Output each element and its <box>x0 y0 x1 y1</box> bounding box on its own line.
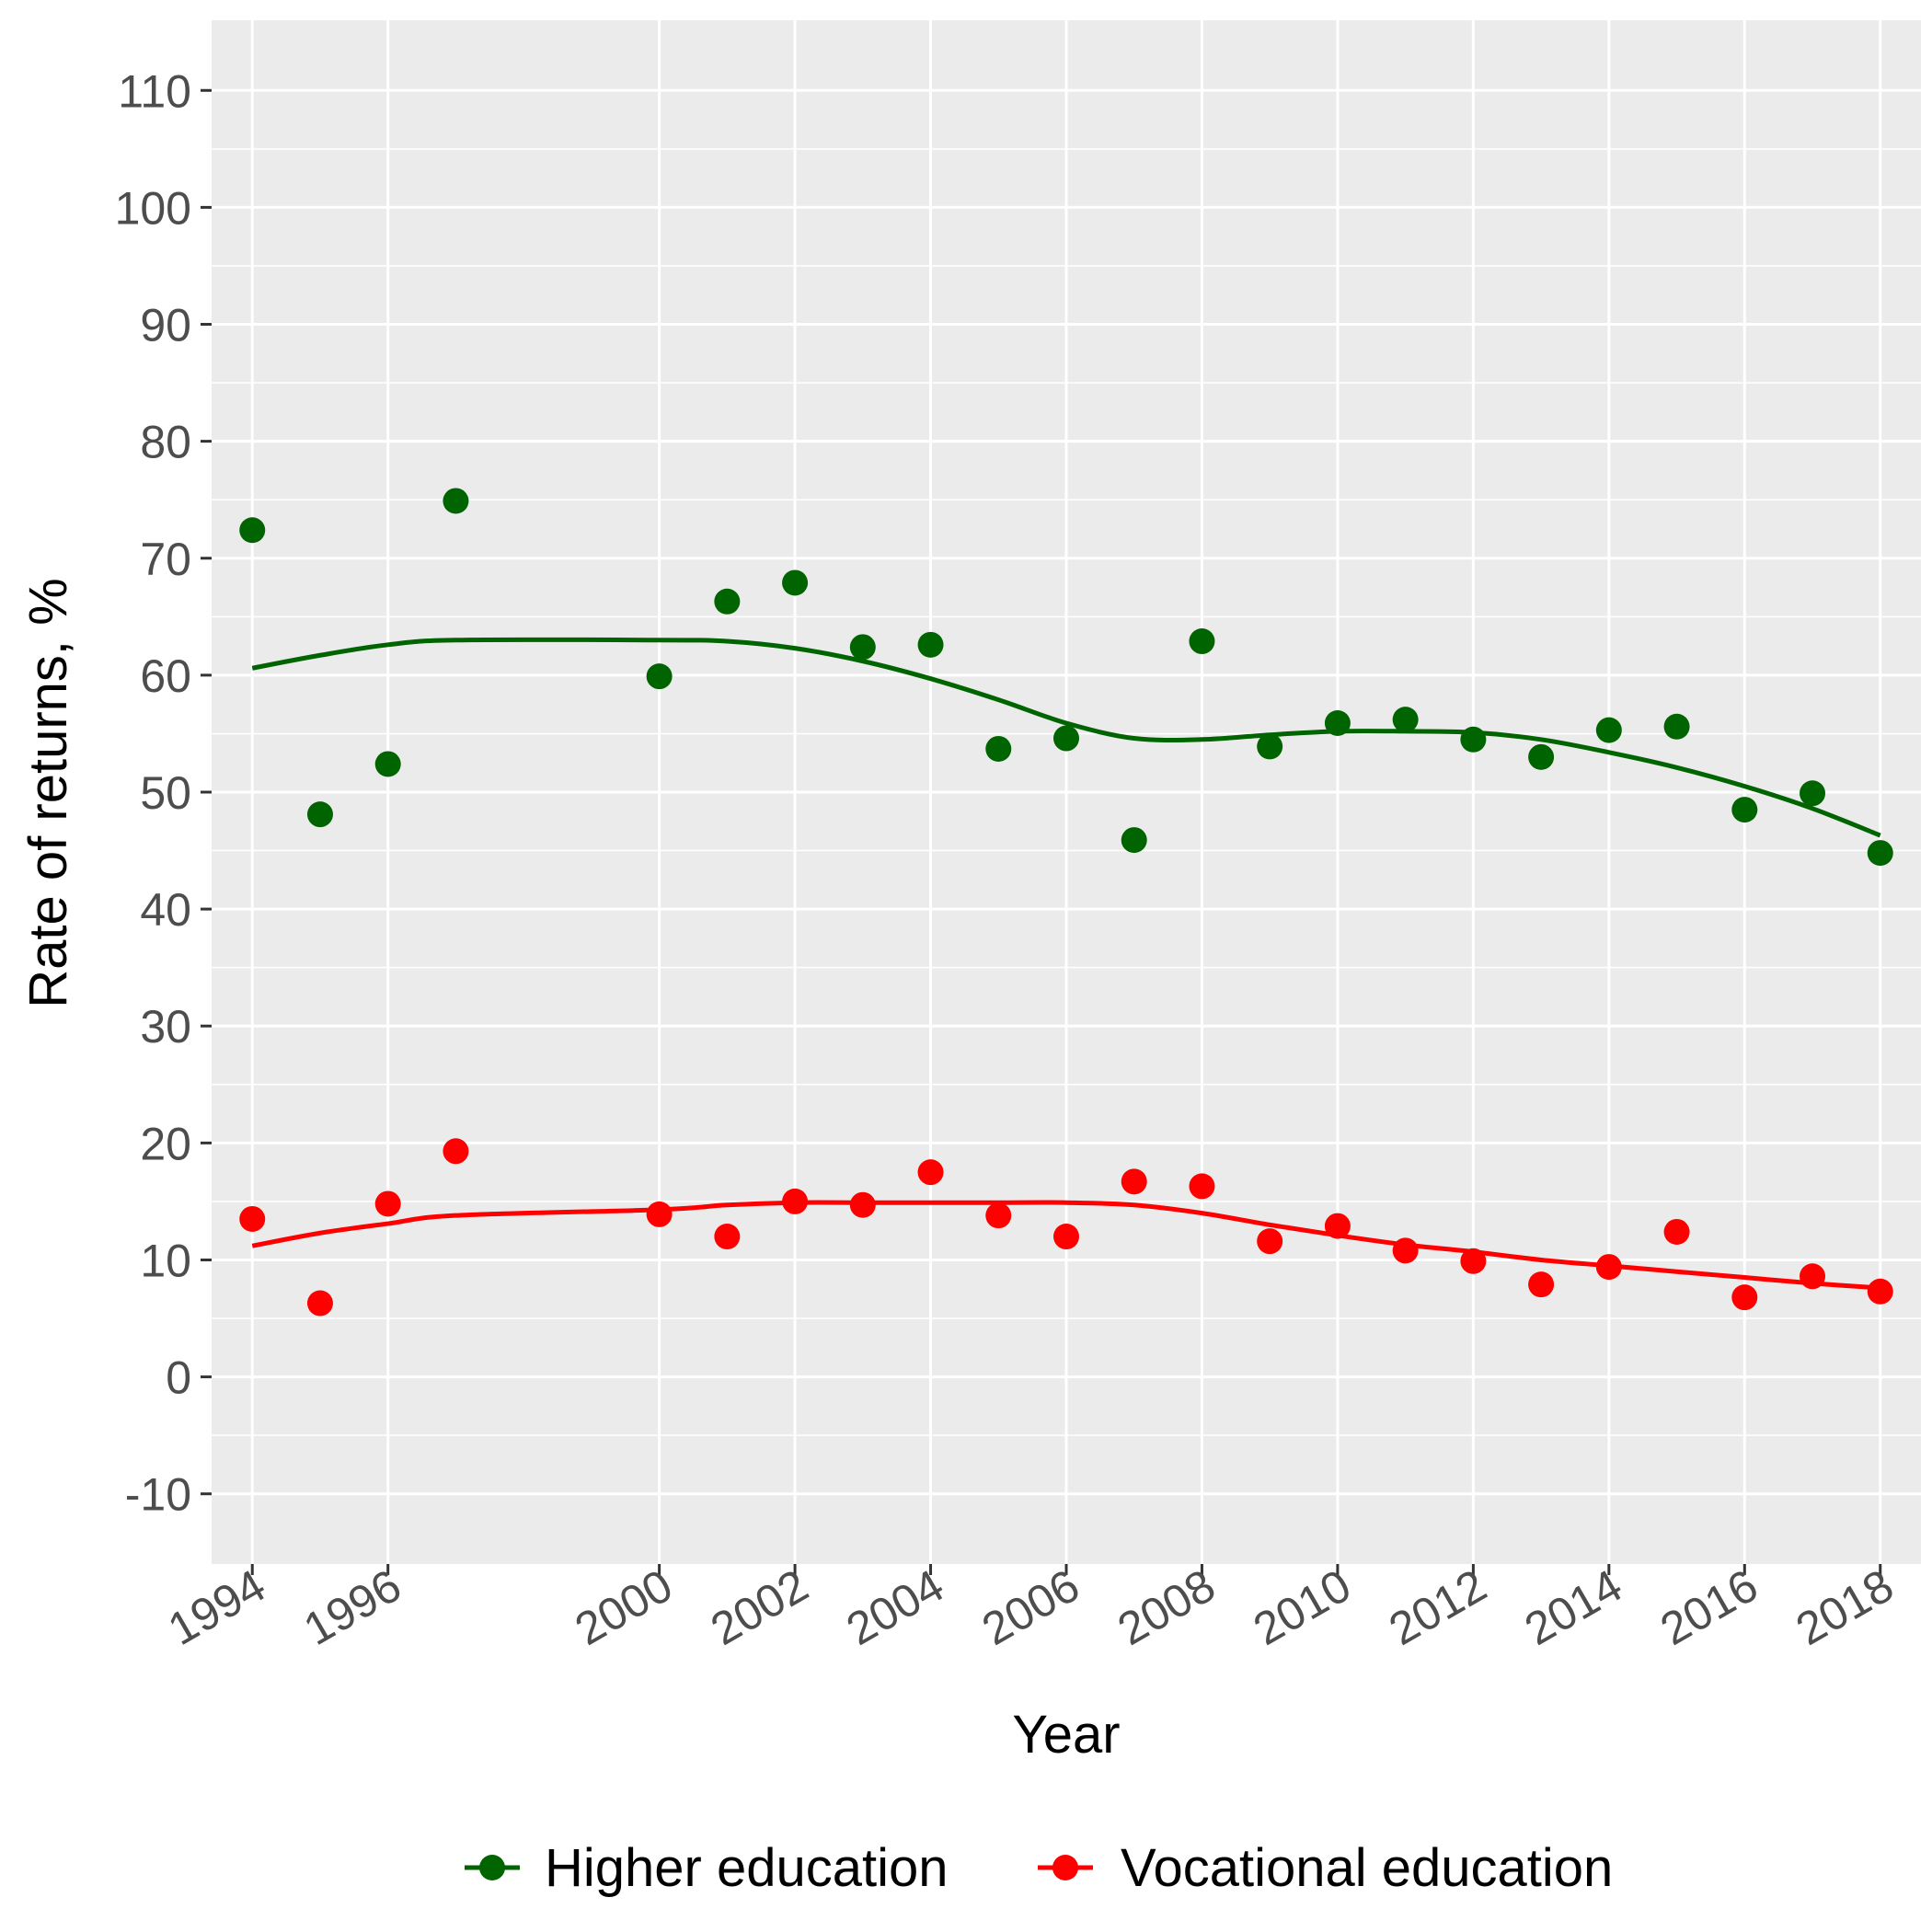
data-point-vocational-education <box>1528 1271 1555 1298</box>
data-point-higher-education <box>782 569 809 596</box>
x-tick-label: 2018 <box>1788 1559 1902 1655</box>
legend-key-point-higher-education <box>479 1855 505 1880</box>
data-point-vocational-education <box>374 1190 401 1217</box>
data-point-higher-education <box>1528 743 1555 770</box>
data-point-vocational-education <box>306 1290 333 1317</box>
y-tick-label: 90 <box>140 300 191 351</box>
data-point-vocational-education <box>1257 1228 1283 1255</box>
x-tick-label: 1994 <box>159 1559 273 1655</box>
x-tick-label: 2010 <box>1245 1559 1359 1655</box>
data-point-higher-education <box>714 588 741 615</box>
data-point-vocational-education <box>1121 1168 1147 1195</box>
x-tick-label: 2002 <box>702 1559 816 1655</box>
data-point-vocational-education <box>1663 1218 1690 1245</box>
y-tick-label: 40 <box>140 884 191 936</box>
x-tick-label: 2014 <box>1516 1559 1630 1655</box>
y-axis-title: Rate of returns, % <box>18 578 78 1007</box>
data-point-higher-education <box>646 663 673 690</box>
data-point-vocational-education <box>1189 1173 1215 1200</box>
x-tick-label: 2016 <box>1651 1559 1765 1655</box>
trend-line-higher-education <box>251 637 1881 838</box>
data-point-vocational-education <box>1731 1284 1758 1311</box>
legend: Higher education Vocational education <box>465 1838 1613 1898</box>
y-tick-label: 110 <box>118 65 191 117</box>
data-point-higher-education <box>1663 713 1690 740</box>
data-point-higher-education <box>1731 797 1758 823</box>
data-point-vocational-education <box>443 1138 469 1165</box>
data-point-higher-education <box>1189 628 1215 655</box>
legend-label-higher-education: Higher education <box>545 1838 949 1898</box>
x-axis-title: Year <box>1012 1705 1120 1765</box>
x-tick-label: 2008 <box>1110 1559 1224 1655</box>
data-point-higher-education <box>985 735 1012 762</box>
data-point-higher-education <box>1392 707 1419 733</box>
data-point-higher-education <box>306 801 333 828</box>
data-point-vocational-education <box>1867 1278 1893 1305</box>
y-tick-label: 80 <box>140 417 191 468</box>
y-tick-label: 30 <box>140 1001 191 1052</box>
y-tick-label: 20 <box>140 1118 191 1169</box>
series-vocational-education <box>239 1138 1893 1317</box>
data-point-vocational-education <box>239 1205 266 1232</box>
y-tick-label: 60 <box>140 650 191 702</box>
y-tick-label: 50 <box>140 767 191 819</box>
data-point-higher-education <box>1324 709 1351 736</box>
data-point-higher-education <box>1460 726 1487 753</box>
data-point-higher-education <box>239 517 266 544</box>
y-tick-label: 100 <box>115 182 191 234</box>
data-point-vocational-education <box>782 1188 809 1214</box>
data-point-higher-education <box>917 631 944 658</box>
data-point-vocational-education <box>1053 1224 1079 1250</box>
data-point-higher-education <box>1867 840 1893 867</box>
data-point-vocational-education <box>1800 1263 1826 1290</box>
data-point-higher-education <box>1121 827 1147 854</box>
series-higher-education <box>239 488 1893 867</box>
data-point-higher-education <box>1257 733 1283 760</box>
legend-label-vocational-education: Vocational education <box>1121 1838 1613 1898</box>
x-tick-label: 2000 <box>567 1559 681 1655</box>
x-tick-label: 1996 <box>295 1559 409 1655</box>
data-point-higher-education <box>1595 717 1622 743</box>
data-point-vocational-education <box>1324 1213 1351 1239</box>
y-tick-label: 70 <box>140 534 191 585</box>
data-point-vocational-education <box>849 1191 876 1218</box>
data-point-vocational-education <box>646 1201 673 1227</box>
x-tick-label: 2004 <box>838 1559 952 1655</box>
data-point-higher-education <box>849 634 876 661</box>
data-point-vocational-education <box>917 1159 944 1186</box>
y-tick-label: 10 <box>140 1235 191 1286</box>
x-tick-label: 2006 <box>973 1559 1087 1655</box>
data-point-vocational-education <box>985 1202 1012 1229</box>
legend-item-vocational-education: Vocational education <box>1038 1838 1613 1898</box>
data-point-higher-education <box>1800 780 1826 807</box>
data-point-vocational-education <box>1595 1254 1622 1281</box>
data-point-higher-education <box>443 488 469 514</box>
y-tick-label: 0 <box>166 1352 191 1404</box>
legend-key-point-vocational-education <box>1052 1855 1078 1880</box>
data-point-vocational-education <box>714 1224 741 1250</box>
y-tick-label: -10 <box>125 1469 191 1521</box>
data-point-vocational-education <box>1392 1237 1419 1264</box>
x-tick-label: 2012 <box>1381 1559 1495 1655</box>
data-point-higher-education <box>1053 725 1079 752</box>
data-point-vocational-education <box>1460 1248 1487 1274</box>
plot-series <box>239 488 1893 1317</box>
legend-item-higher-education: Higher education <box>465 1838 949 1898</box>
data-point-higher-education <box>374 751 401 777</box>
